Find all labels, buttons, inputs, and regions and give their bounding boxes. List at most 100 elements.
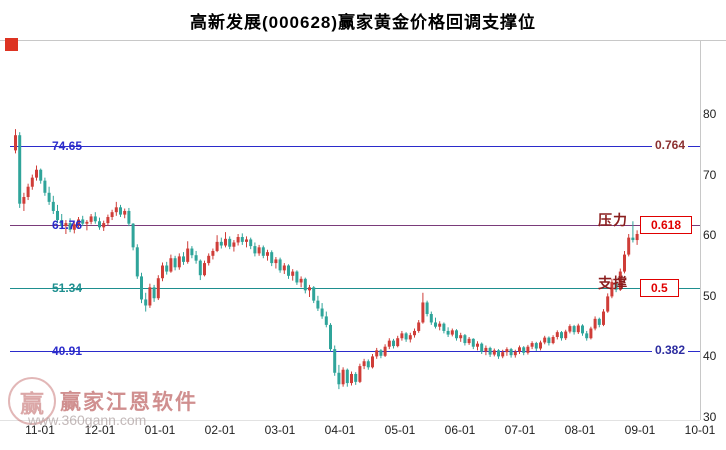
y-tick-label: 60 bbox=[703, 228, 717, 243]
candle bbox=[459, 332, 463, 342]
candle bbox=[232, 240, 236, 252]
candle bbox=[392, 338, 395, 349]
candle bbox=[576, 323, 580, 334]
candle bbox=[30, 174, 34, 190]
candle bbox=[198, 259, 202, 281]
x-tick-label: 09-01 bbox=[624, 423, 656, 437]
candle bbox=[539, 340, 542, 351]
candle bbox=[148, 283, 152, 308]
y-tick-label: 30 bbox=[703, 410, 717, 424]
candle bbox=[18, 132, 22, 208]
y-tick-label: 70 bbox=[703, 167, 717, 182]
candle bbox=[476, 341, 479, 351]
candle bbox=[266, 249, 269, 261]
candle bbox=[144, 292, 148, 312]
candle bbox=[110, 209, 114, 221]
candle bbox=[581, 324, 584, 336]
candle bbox=[303, 277, 307, 294]
candle bbox=[68, 218, 72, 233]
candle bbox=[631, 221, 635, 243]
candle bbox=[551, 335, 555, 345]
candle bbox=[337, 364, 341, 390]
fib-price-label: 74.65 bbox=[52, 139, 83, 154]
candle bbox=[534, 341, 538, 351]
candle bbox=[169, 254, 173, 273]
x-tick-label: 01-01 bbox=[144, 423, 176, 437]
candle bbox=[236, 233, 240, 246]
candle bbox=[543, 335, 547, 345]
x-tick-label: 06-01 bbox=[444, 423, 476, 437]
fib-line-0.764 bbox=[10, 146, 700, 148]
candle bbox=[350, 371, 353, 386]
candle bbox=[215, 235, 219, 253]
candle bbox=[43, 177, 47, 196]
candle bbox=[173, 255, 177, 271]
brand-logo-char: 赢 bbox=[20, 390, 44, 418]
candle bbox=[606, 293, 610, 313]
candle bbox=[505, 347, 509, 356]
candle bbox=[282, 263, 286, 274]
candle bbox=[387, 338, 391, 350]
candle bbox=[85, 220, 89, 231]
candle bbox=[614, 280, 618, 293]
candle bbox=[610, 278, 614, 299]
bottom-axis-line bbox=[0, 420, 700, 421]
candle bbox=[295, 270, 299, 285]
fib-ratio-label: 0.764 bbox=[652, 137, 689, 154]
candle bbox=[219, 237, 223, 249]
candle bbox=[484, 345, 488, 356]
candle bbox=[564, 329, 568, 341]
candle bbox=[291, 269, 295, 281]
x-tick-label: 08-01 bbox=[564, 423, 596, 437]
candle bbox=[194, 250, 198, 264]
candle bbox=[161, 262, 164, 282]
candle bbox=[371, 353, 374, 369]
candle bbox=[182, 252, 185, 265]
brand-watermark: 赢家江恩软件 bbox=[60, 391, 198, 414]
x-tick-label: 11-01 bbox=[25, 423, 55, 437]
candle bbox=[429, 311, 433, 325]
candlestick-plot[interactable]: 74.65 0.764 61.76 0.618 压力 51.34 0.5 支撑 40.91 0.3… bbox=[0, 40, 726, 420]
y-tick-label: 40 bbox=[703, 349, 717, 364]
candle bbox=[329, 323, 332, 352]
candle bbox=[22, 192, 26, 211]
candle bbox=[140, 272, 143, 304]
x-tick-label: 03-01 bbox=[264, 423, 296, 437]
candle bbox=[471, 338, 475, 350]
candle bbox=[39, 168, 43, 184]
candle bbox=[513, 349, 517, 358]
candle bbox=[47, 186, 51, 205]
candle bbox=[207, 253, 211, 266]
candle bbox=[421, 292, 425, 324]
candle bbox=[299, 276, 303, 288]
candle bbox=[72, 221, 76, 234]
x-tick-label: 05-01 bbox=[384, 423, 416, 437]
candle bbox=[450, 328, 454, 337]
candle bbox=[635, 230, 639, 245]
candle bbox=[413, 328, 416, 338]
x-tick-label: 04-01 bbox=[324, 423, 356, 437]
candle bbox=[345, 368, 349, 387]
candle bbox=[106, 214, 110, 226]
candle bbox=[408, 332, 412, 343]
fib-price-label: 51.34 bbox=[52, 280, 83, 295]
fib-ratio-label: 0.5 bbox=[640, 278, 679, 297]
fib-ratio-label: 0.618 bbox=[640, 215, 693, 234]
candle bbox=[152, 284, 156, 302]
candle bbox=[446, 327, 450, 338]
candle bbox=[379, 349, 383, 359]
candle bbox=[81, 215, 85, 227]
candle bbox=[77, 217, 80, 228]
candle bbox=[203, 260, 206, 277]
candle bbox=[362, 358, 366, 370]
candle bbox=[509, 347, 513, 358]
candle bbox=[98, 217, 101, 230]
candle bbox=[455, 329, 458, 341]
fib-line-0.5 bbox=[10, 287, 700, 289]
candle bbox=[425, 300, 429, 317]
candle bbox=[530, 341, 534, 350]
